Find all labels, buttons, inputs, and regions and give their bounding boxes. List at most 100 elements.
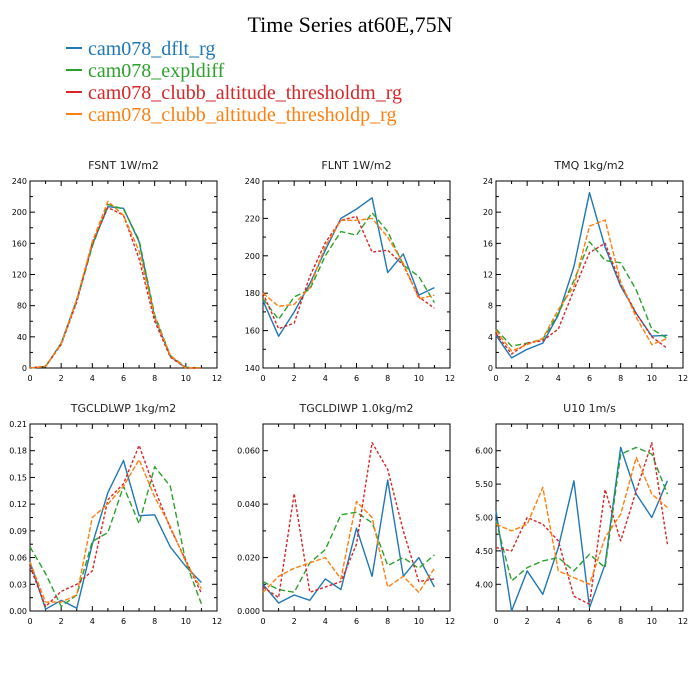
chart-title: TMQ 1kg/m2 — [553, 159, 624, 172]
y-tick-label: 0.00 — [9, 607, 27, 616]
legend-label: cam078_clubb_altitude_thresholdp_rg — [88, 104, 397, 126]
x-tick-label: 8 — [618, 374, 623, 383]
series-line — [495, 191, 668, 359]
x-tick-label: 10 — [414, 617, 424, 626]
x-tick-label: 0 — [27, 617, 32, 626]
x-tick-label: 6 — [121, 617, 126, 626]
series-line — [262, 442, 435, 599]
x-tick-label: 10 — [647, 374, 657, 383]
x-tick-label: 10 — [647, 617, 657, 626]
chart-panel: TGCLDLWP 1kg/m2 0 2 4 6 8 10 12 0.00 0.03 0.06 0.09… — [9, 402, 222, 626]
plot-frame — [29, 423, 218, 612]
x-tick-label: 4 — [323, 374, 328, 383]
legend-entry: cam078_expldiff — [66, 60, 402, 82]
series-line — [29, 458, 203, 603]
series-line — [495, 442, 669, 605]
x-tick-label: 6 — [354, 374, 359, 383]
y-tick-label: 4 — [488, 333, 493, 342]
x-tick-label: 0 — [260, 374, 265, 383]
x-tick-label: 2 — [292, 617, 297, 626]
y-tick-label: 240 — [12, 177, 27, 186]
y-tick-label: 140 — [245, 364, 260, 373]
x-tick-label: 8 — [618, 617, 623, 626]
x-tick-label: 10 — [181, 374, 191, 383]
series-line — [495, 446, 669, 612]
y-tick-label: 0.020 — [237, 554, 260, 563]
series-line — [29, 200, 202, 369]
y-tick-label: 0.09 — [9, 527, 27, 536]
x-tick-label: 4 — [556, 617, 561, 626]
x-tick-label: 2 — [59, 617, 64, 626]
legend-entry: cam078_clubb_altitude_thresholdm_rg — [66, 82, 402, 104]
legend: cam078_dflt_rg cam078_expldiff cam078_cl… — [66, 38, 402, 126]
x-tick-label: 4 — [90, 617, 95, 626]
chart-panel: TGCLDIWP 1.0kg/m2 0 2 4 6 8 10 12 0.000 0.020 0.04… — [237, 402, 455, 626]
plot-frame — [262, 423, 451, 612]
x-tick-label: 8 — [385, 617, 390, 626]
y-tick-label: 12 — [483, 271, 493, 280]
y-tick-label: 0 — [22, 364, 27, 373]
series-line — [29, 444, 203, 608]
legend-entry: cam078_dflt_rg — [66, 38, 402, 60]
y-tick-label: 0.040 — [237, 500, 260, 509]
y-tick-label: 0 — [488, 364, 493, 373]
figure-title: Time Series at60E,75N — [247, 12, 453, 37]
chart-title: FSNT 1W/m2 — [88, 159, 159, 172]
x-tick-label: 8 — [385, 374, 390, 383]
y-tick-label: 40 — [17, 333, 27, 342]
series-line — [495, 242, 668, 355]
y-tick-label: 0.060 — [237, 447, 260, 456]
x-tick-label: 12 — [678, 374, 688, 383]
x-tick-label: 6 — [587, 374, 592, 383]
chart-title: TGCLDLWP 1kg/m2 — [70, 402, 176, 415]
legend-entry: cam078_clubb_altitude_thresholdp_rg — [66, 104, 402, 126]
series-line — [495, 241, 668, 347]
y-tick-label: 0.21 — [9, 420, 27, 429]
chart-panel: FLNT 1W/m2 0 2 4 6 8 10 12 140 160 180 200 220 240 — [245, 159, 455, 383]
y-tick-label: 160 — [12, 239, 27, 248]
x-tick-label: 6 — [121, 374, 126, 383]
x-tick-label: 4 — [90, 374, 95, 383]
plot-frame — [495, 180, 684, 369]
legend-swatch — [66, 47, 82, 50]
y-tick-label: 5.50 — [475, 480, 493, 489]
y-tick-label: 0.000 — [237, 607, 260, 616]
x-tick-label: 12 — [445, 617, 455, 626]
y-tick-label: 8 — [488, 302, 493, 311]
x-tick-label: 6 — [354, 617, 359, 626]
x-tick-label: 12 — [212, 374, 222, 383]
legend-label: cam078_dflt_rg — [88, 38, 216, 60]
x-tick-label: 12 — [212, 617, 222, 626]
y-tick-label: 20 — [483, 208, 493, 217]
x-tick-label: 8 — [152, 374, 157, 383]
y-tick-label: 160 — [245, 327, 260, 336]
x-tick-label: 0 — [260, 617, 265, 626]
legend-swatch — [66, 69, 82, 72]
series-line — [262, 212, 436, 321]
y-tick-label: 16 — [483, 239, 493, 248]
x-tick-label: 2 — [59, 374, 64, 383]
legend-swatch — [66, 113, 82, 116]
legend-swatch — [66, 91, 82, 94]
series-line — [262, 500, 435, 593]
y-tick-label: 240 — [245, 177, 260, 186]
x-tick-label: 4 — [323, 617, 328, 626]
y-tick-label: 6.00 — [475, 447, 493, 456]
x-tick-label: 0 — [493, 374, 498, 383]
series-line — [262, 197, 435, 337]
y-tick-label: 200 — [245, 252, 260, 261]
x-tick-label: 2 — [292, 374, 297, 383]
series-line — [29, 466, 203, 608]
y-tick-label: 200 — [12, 208, 27, 217]
y-tick-label: 0.12 — [9, 500, 27, 509]
series-line — [495, 456, 668, 585]
x-tick-label: 10 — [181, 617, 191, 626]
legend-label: cam078_clubb_altitude_thresholdm_rg — [88, 82, 403, 104]
x-tick-label: 4 — [556, 374, 561, 383]
y-tick-label: 24 — [483, 177, 493, 186]
chart-title: TGCLDIWP 1.0kg/m2 — [298, 402, 413, 415]
